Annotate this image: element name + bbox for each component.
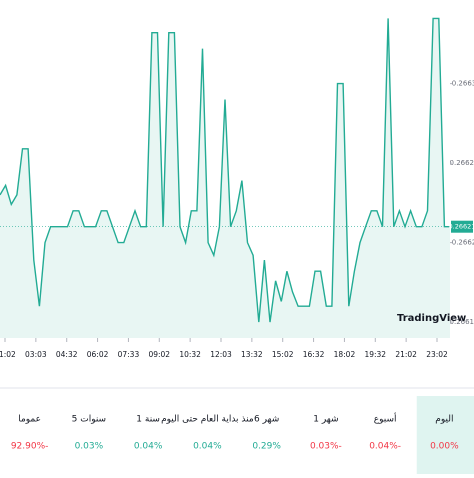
- performance-tab[interactable]: منذ بداية العام حتى اليوم 0.04%: [161, 415, 254, 452]
- performance-value: 0.04%-: [369, 442, 401, 452]
- performance-label: منذ بداية العام حتى اليوم: [161, 415, 254, 425]
- performance-label: 1 سنة: [136, 415, 160, 425]
- x-tick-label: 18:02: [334, 350, 356, 359]
- price-badge: [451, 220, 473, 233]
- performance-label: 5 سنوات: [72, 415, 106, 425]
- performance-label: عموما: [18, 415, 41, 425]
- selected-tab-bg: [416, 396, 474, 474]
- performance-value: 0.04%: [193, 442, 222, 452]
- x-tick-label: 09:02: [148, 350, 170, 359]
- performance-tab[interactable]: 1 سنة 0.04%: [134, 415, 163, 452]
- performance-tab[interactable]: 1 شهر 0.03%-: [310, 415, 342, 452]
- performance-value: 0.04%: [134, 442, 163, 452]
- x-tick-label: 19:32: [364, 350, 386, 359]
- performance-tab[interactable]: 6 شهر 0.29%: [252, 415, 281, 452]
- performance-label: أسبوع: [374, 413, 397, 425]
- watermark: TradingView: [397, 313, 466, 324]
- x-tick-label: 16:32: [303, 350, 325, 359]
- performance-tab[interactable]: أسبوع 0.04%-: [369, 413, 401, 452]
- performance-value: 92.90%-: [11, 442, 49, 452]
- performance-label: 1 شهر: [313, 415, 338, 425]
- x-tick-label: 12:03: [210, 350, 232, 359]
- x-tick-label: 13:32: [241, 350, 263, 359]
- y-tick-label: 0.26615: [450, 318, 474, 326]
- x-tick-label: 21:02: [395, 350, 417, 359]
- performance-label: اليوم: [435, 415, 453, 425]
- x-tick-label: 15:02: [272, 350, 294, 359]
- performance-tab[interactable]: 5 سنوات 0.03%: [72, 415, 106, 452]
- y-tick-label: 0.26625: [450, 159, 474, 167]
- y-tick-label: 0.2663: [452, 80, 474, 88]
- x-tick-label: 04:32: [56, 350, 78, 359]
- performance-tab[interactable]: اليوم 0.00%: [430, 415, 459, 452]
- y-tick-label: 0.2662: [452, 239, 474, 247]
- x-tick-label: 23:02: [426, 350, 448, 359]
- x-tick-label: 07:33: [118, 350, 140, 359]
- x-tick-label: 10:32: [179, 350, 201, 359]
- performance-value: 0.00%: [430, 442, 459, 452]
- x-tick-label: 03:03: [25, 350, 47, 359]
- performance-value: 0.03%-: [310, 442, 342, 452]
- performance-value: 0.29%: [252, 442, 281, 452]
- performance-value: 0.03%: [75, 442, 104, 452]
- x-tick-label: 06:02: [87, 350, 109, 359]
- performance-label: 6 شهر: [254, 415, 279, 425]
- area: [0, 18, 450, 339]
- x-tick-label: 21:02: [0, 350, 16, 359]
- line: [0, 17, 450, 323]
- price-badge-label: 0.26621: [449, 223, 474, 231]
- performance-tab[interactable]: عموما 92.90%-: [11, 415, 49, 452]
